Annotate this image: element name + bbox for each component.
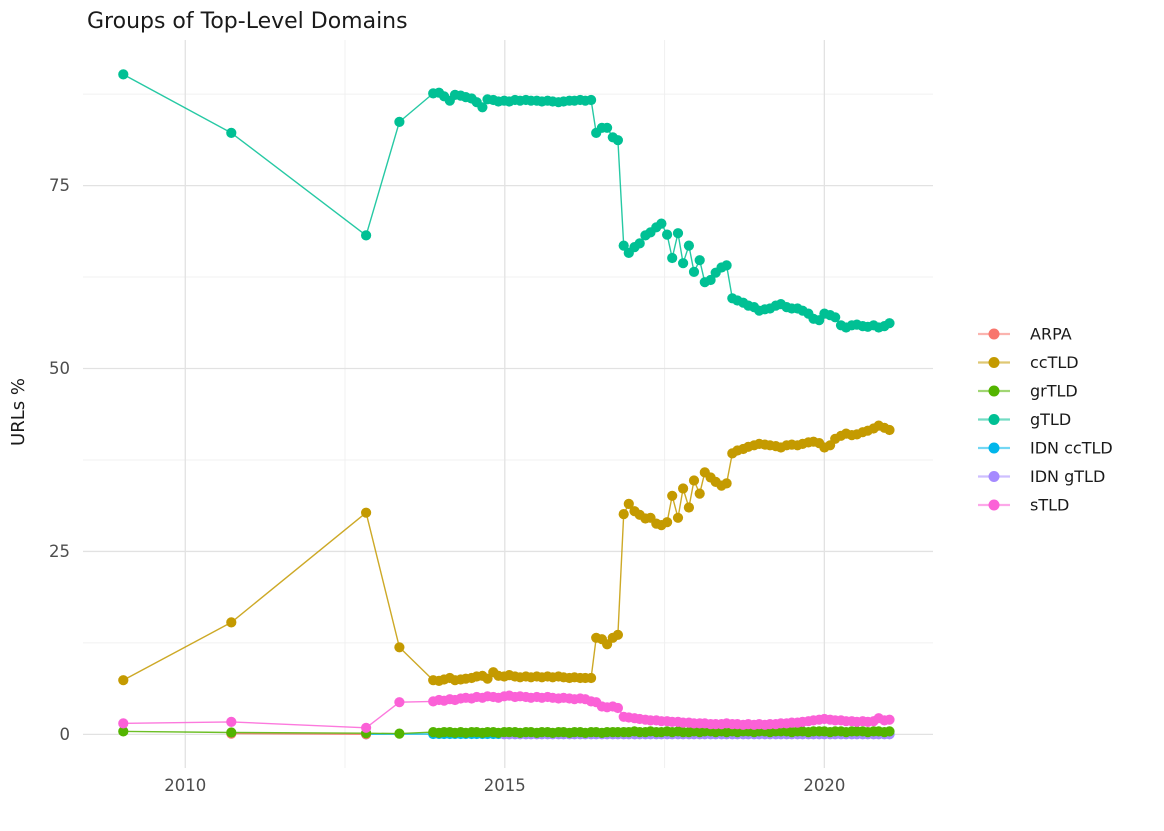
legend-key-dot: [989, 443, 1000, 454]
chart-title: Groups of Top-Level Domains: [87, 9, 408, 34]
y-axis-title: URLs %: [8, 378, 29, 446]
data-point: [613, 630, 623, 640]
legend-key-dot: [989, 386, 1000, 397]
data-point: [884, 425, 894, 435]
data-point: [226, 717, 236, 727]
legend-key-dot: [989, 414, 1000, 425]
data-point: [226, 617, 236, 627]
legend-label: sTLD: [1030, 496, 1069, 515]
data-point: [662, 517, 672, 527]
data-point: [394, 697, 404, 707]
data-point: [673, 228, 683, 238]
data-point: [684, 502, 694, 512]
data-point: [613, 703, 623, 713]
data-point: [226, 727, 236, 737]
legend-key-dot: [989, 500, 1000, 511]
y-tick-label: 50: [49, 359, 70, 378]
data-point: [667, 253, 677, 263]
data-point: [602, 123, 612, 133]
y-tick-label: 75: [49, 176, 70, 195]
legend-label: ARPA: [1030, 325, 1072, 344]
data-point: [884, 726, 894, 736]
data-point: [689, 475, 699, 485]
legend-key-dot: [989, 329, 1000, 340]
legend-key-dot: [989, 357, 1000, 368]
data-point: [394, 729, 404, 739]
data-point: [361, 723, 371, 733]
data-point: [118, 69, 128, 79]
legend-key-dot: [989, 471, 1000, 482]
data-point: [695, 489, 705, 499]
data-point: [689, 267, 699, 277]
legend-label: ccTLD: [1030, 353, 1079, 372]
data-point: [884, 715, 894, 725]
data-point: [662, 230, 672, 240]
data-point: [394, 642, 404, 652]
legend-label: grTLD: [1030, 382, 1078, 401]
legend-label: gTLD: [1030, 410, 1071, 429]
data-point: [667, 491, 677, 501]
data-point: [118, 718, 128, 728]
y-tick-label: 25: [49, 542, 70, 561]
data-point: [678, 258, 688, 268]
x-tick-label: 2010: [164, 776, 206, 795]
data-point: [722, 260, 732, 270]
data-point: [684, 241, 694, 251]
data-point: [678, 483, 688, 493]
x-tick-label: 2015: [484, 776, 526, 795]
data-point: [586, 95, 596, 105]
data-point: [673, 513, 683, 523]
legend-label: IDN gTLD: [1030, 467, 1105, 486]
data-point: [656, 219, 666, 229]
data-point: [884, 318, 894, 328]
data-point: [361, 230, 371, 240]
data-point: [361, 508, 371, 518]
data-point: [695, 255, 705, 265]
data-point: [619, 509, 629, 519]
x-tick-label: 2020: [803, 776, 845, 795]
y-tick-label: 0: [60, 725, 71, 744]
data-point: [394, 117, 404, 127]
data-point: [586, 673, 596, 683]
legend-label: IDN ccTLD: [1030, 439, 1113, 458]
data-point: [118, 675, 128, 685]
data-point: [722, 478, 732, 488]
data-point: [613, 135, 623, 145]
data-point: [226, 128, 236, 138]
